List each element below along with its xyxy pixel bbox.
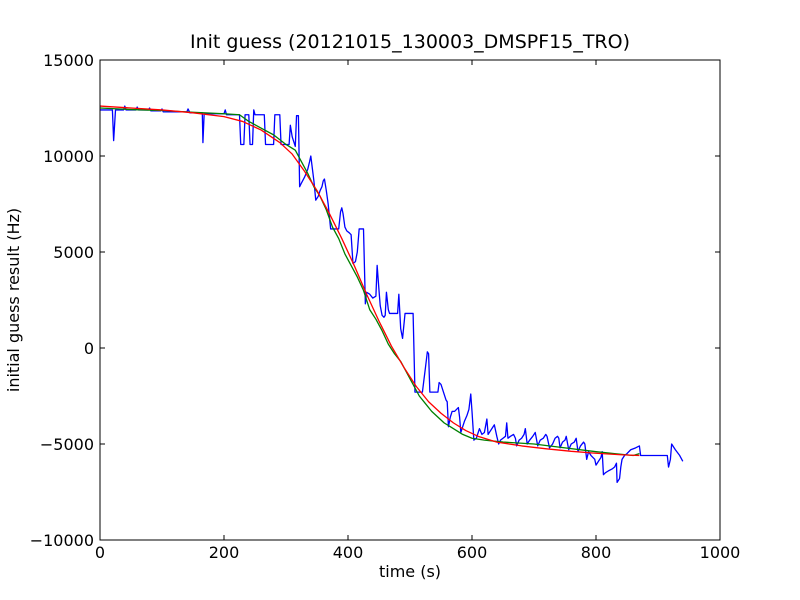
x-tick-label: 1000 <box>700 543 741 562</box>
x-tick-label: 600 <box>457 543 488 562</box>
y-tick-label: 0 <box>84 339 94 358</box>
y-tick-label: 15000 <box>43 51 94 70</box>
x-tick-label: 800 <box>581 543 612 562</box>
series-line-fit <box>100 105 640 457</box>
x-tick-label: 0 <box>95 543 105 562</box>
plot-frame <box>99 59 721 541</box>
series-line-raw <box>100 105 684 484</box>
y-tick-label: −10000 <box>30 531 94 550</box>
x-tick-label: 400 <box>333 543 364 562</box>
y-tick-label: 10000 <box>43 147 94 166</box>
x-axis-label: time (s) <box>379 562 441 581</box>
y-axis-label: initial guess result (Hz) <box>4 208 23 392</box>
x-tick-label: 200 <box>209 543 240 562</box>
series-line-smoothed <box>100 107 640 457</box>
y-tick-label: −5000 <box>40 435 94 454</box>
y-tick-label: 5000 <box>53 243 94 262</box>
tick-layer: 0 200 400 600 800 1000 −10000 −5000 0 5000 10000 15… <box>30 51 741 562</box>
chart-title: Init guess (20121015_130003_DMSPF15_TRO) <box>190 31 630 53</box>
plot-layer <box>100 105 684 484</box>
